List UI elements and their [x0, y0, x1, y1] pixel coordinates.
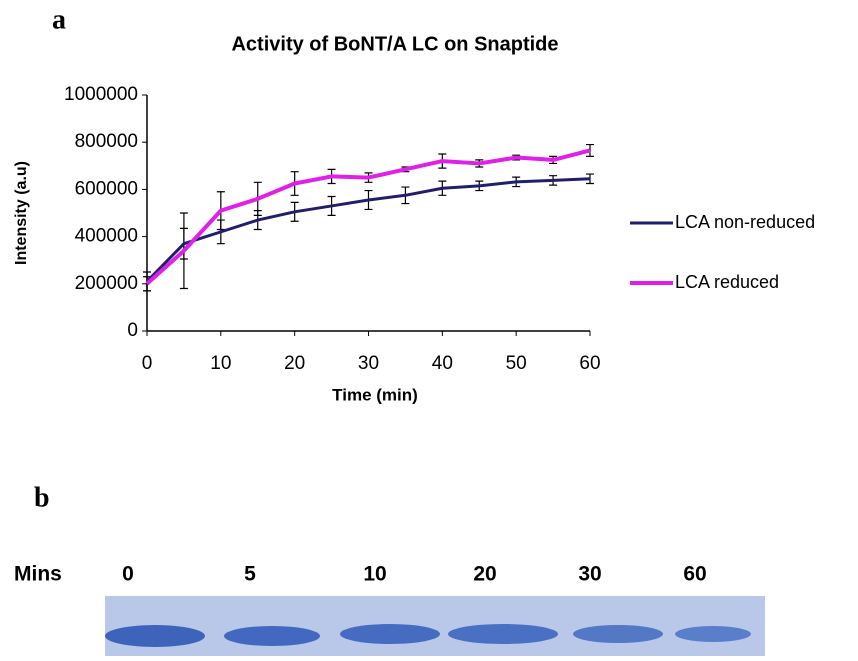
x-tick-label: 10	[210, 353, 231, 374]
x-tick-label: 60	[579, 353, 600, 374]
y-axis-label: Intensity (a.u)	[13, 161, 30, 265]
gel-band	[675, 626, 751, 642]
panel-label: b	[34, 482, 50, 513]
gel-lane-label: 20	[473, 563, 496, 586]
panel-label: a	[52, 4, 66, 35]
gel-band	[573, 625, 663, 643]
gel-axis-label: Mins	[14, 563, 62, 586]
x-axis-label: Time (min)	[332, 385, 418, 404]
gel-band	[340, 624, 440, 644]
gel-band	[224, 626, 320, 646]
chart-title: Activity of BoNT/A LC on Snaptide	[231, 33, 558, 55]
y-tick-label: 0	[127, 320, 138, 341]
y-tick-label: 200000	[75, 273, 138, 294]
x-tick-label: 20	[284, 353, 305, 374]
gel-lane-label: 30	[578, 563, 601, 586]
gel-lane-label: 10	[363, 563, 386, 586]
y-tick-label: 800000	[75, 131, 138, 152]
y-tick-label: 400000	[75, 226, 138, 247]
gel-lane-label: 5	[244, 563, 256, 586]
x-tick-label: 30	[358, 353, 379, 374]
series-line	[145, 148, 591, 286]
gel-band	[105, 625, 205, 647]
gel-band	[448, 624, 558, 644]
gel-lane-label: 60	[683, 563, 706, 586]
x-tick-label: 50	[506, 353, 527, 374]
gel	[105, 596, 765, 656]
legend-label: LCA non-reduced	[675, 212, 815, 232]
legend-label: LCA reduced	[675, 272, 779, 292]
y-tick-label: 600000	[75, 178, 138, 199]
gel-lane-label: 0	[122, 563, 134, 586]
x-tick-label: 0	[142, 353, 153, 374]
y-tick-label: 1000000	[64, 84, 138, 105]
gel-background	[105, 596, 765, 656]
x-tick-label: 40	[432, 353, 453, 374]
series-line	[145, 177, 591, 283]
